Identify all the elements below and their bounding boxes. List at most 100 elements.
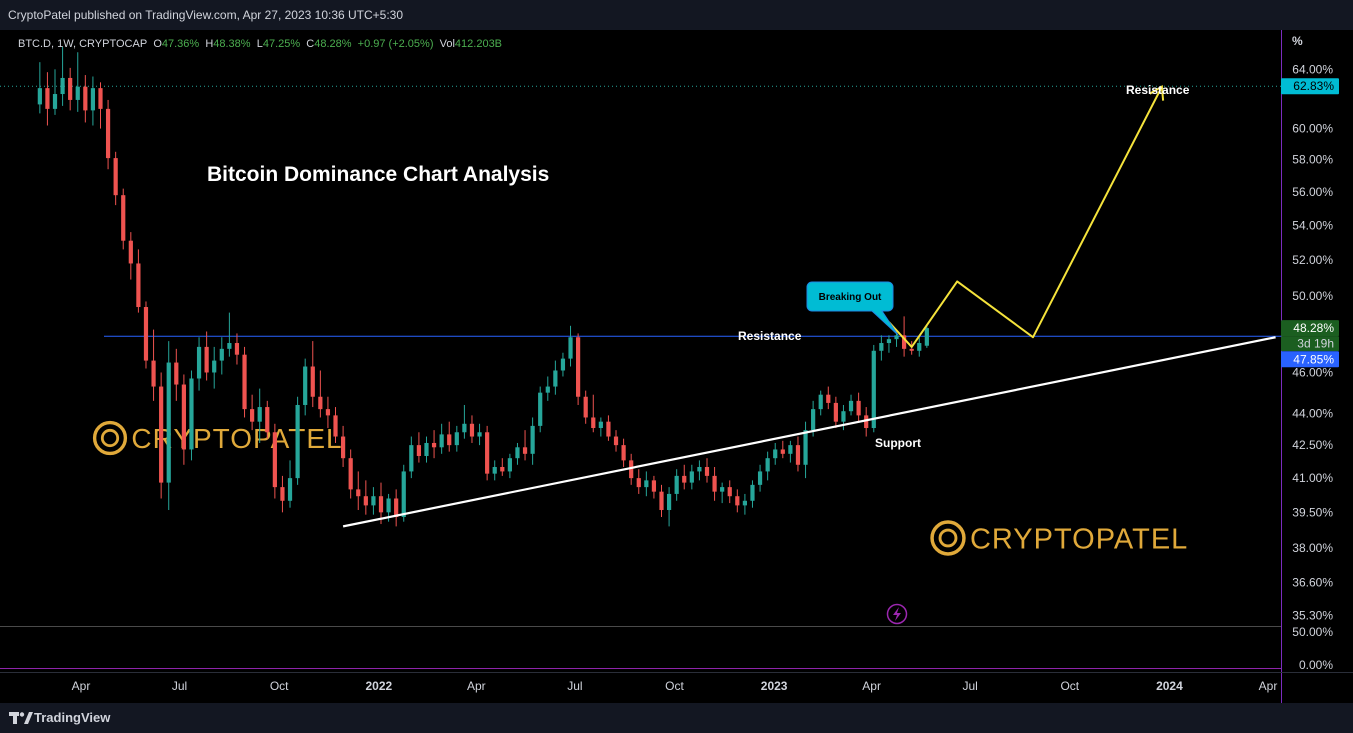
candle bbox=[113, 151, 118, 206]
candle-body bbox=[409, 445, 414, 472]
candle bbox=[136, 249, 141, 313]
y-tick-label: 44.00% bbox=[1292, 406, 1333, 420]
candle-body bbox=[773, 449, 778, 459]
candle bbox=[583, 390, 588, 424]
candle bbox=[848, 394, 854, 416]
candle bbox=[629, 453, 634, 485]
candle bbox=[37, 62, 42, 114]
candle-body bbox=[553, 370, 558, 387]
candle bbox=[886, 335, 892, 353]
candle-body bbox=[75, 86, 80, 100]
candle-body bbox=[598, 421, 603, 429]
candle-body bbox=[280, 487, 285, 501]
watermark-left: CRYPTOPATEL bbox=[92, 420, 342, 456]
legend-low-label: L bbox=[256, 38, 263, 50]
candle-body bbox=[394, 498, 399, 517]
resistance-mid-label: Resistance bbox=[738, 329, 802, 343]
candle-body bbox=[401, 471, 406, 517]
candle bbox=[833, 396, 838, 429]
candle-body bbox=[363, 496, 368, 506]
candle bbox=[52, 69, 58, 115]
candle-body bbox=[522, 447, 528, 454]
candle-body bbox=[90, 88, 96, 111]
candle-body bbox=[591, 417, 596, 429]
candle-body bbox=[530, 425, 535, 454]
candle bbox=[287, 460, 293, 508]
candle bbox=[371, 487, 376, 515]
watermark-logo-inner-icon bbox=[938, 528, 958, 548]
candle-body bbox=[265, 407, 270, 433]
candle-body bbox=[151, 360, 156, 387]
candle bbox=[674, 469, 679, 501]
candle bbox=[788, 440, 793, 463]
candle-body bbox=[568, 337, 573, 359]
candle-body bbox=[917, 343, 922, 351]
candle-body bbox=[659, 491, 664, 511]
chart-svg[interactable]: % 64.00% 60.00% 58.00% 56.00% 54.00% 52.00% 50.… bbox=[0, 30, 1353, 703]
y-tick-label: 39.50% bbox=[1292, 505, 1333, 519]
candle-body bbox=[212, 360, 217, 373]
candle bbox=[121, 188, 126, 250]
candle-body bbox=[136, 263, 141, 308]
candle bbox=[568, 325, 573, 367]
candle bbox=[598, 417, 603, 437]
tradingview-brand[interactable]: TradingView bbox=[34, 710, 111, 725]
candle-body bbox=[60, 77, 65, 95]
candle bbox=[181, 374, 186, 465]
candle bbox=[735, 489, 740, 513]
candle bbox=[363, 480, 368, 515]
candle-body bbox=[303, 366, 308, 405]
indicator-bottom-label: 0.00% bbox=[1299, 658, 1333, 672]
breaking-out-callout: Breaking Out bbox=[806, 281, 899, 336]
candle-body bbox=[439, 434, 444, 448]
candle-body bbox=[894, 335, 899, 340]
candle-body bbox=[833, 402, 838, 422]
candle bbox=[682, 464, 687, 490]
candle-body bbox=[219, 348, 224, 361]
candle bbox=[325, 396, 331, 429]
candle bbox=[704, 458, 710, 483]
candle-body bbox=[864, 415, 869, 429]
legend-symbol[interactable]: BTC.D, 1W, CRYPTOCAP bbox=[18, 38, 148, 50]
candle bbox=[265, 400, 270, 439]
y-tick-label: 56.00% bbox=[1292, 185, 1333, 199]
x-tick-label: Apr bbox=[862, 679, 881, 693]
candle bbox=[879, 335, 884, 361]
candle-body bbox=[879, 343, 884, 351]
candle-body bbox=[848, 400, 854, 412]
candle-body bbox=[606, 421, 611, 437]
candle-body bbox=[492, 466, 497, 474]
publisher-bar: CryptoPatel published on TradingView.com… bbox=[0, 0, 1353, 30]
candle-body bbox=[333, 415, 338, 437]
tradingview-logo-icon[interactable] bbox=[9, 710, 33, 726]
candle bbox=[356, 471, 361, 511]
candle-body bbox=[469, 423, 475, 437]
candle bbox=[773, 442, 778, 465]
candle bbox=[447, 421, 452, 452]
candle bbox=[500, 458, 505, 476]
candle-body bbox=[909, 348, 914, 351]
projection-path bbox=[888, 86, 1163, 348]
watermark-logo-icon bbox=[930, 520, 966, 556]
y-tick-label: 41.00% bbox=[1292, 471, 1333, 485]
candle bbox=[780, 440, 785, 459]
lightning-icon bbox=[886, 603, 908, 625]
candle-body bbox=[371, 496, 376, 506]
candle-body bbox=[613, 436, 619, 446]
candle-body bbox=[803, 430, 808, 465]
candle-body bbox=[689, 471, 694, 483]
candle-body bbox=[447, 434, 452, 446]
candle bbox=[856, 392, 861, 422]
candle-body bbox=[757, 471, 763, 485]
candle-body bbox=[159, 386, 164, 483]
indicator-top-label: 50.00% bbox=[1292, 625, 1333, 639]
x-tick-label: Apr bbox=[72, 679, 91, 693]
candle bbox=[727, 480, 732, 504]
legend-open-value: 47.36% bbox=[161, 38, 200, 50]
support-trend-line bbox=[342, 336, 1276, 528]
candle-body bbox=[340, 436, 346, 459]
x-tick-label: Jul bbox=[172, 679, 187, 693]
watermark-text: CRYPTOPATEL bbox=[131, 423, 342, 454]
candle bbox=[333, 407, 338, 443]
candle bbox=[257, 388, 262, 443]
